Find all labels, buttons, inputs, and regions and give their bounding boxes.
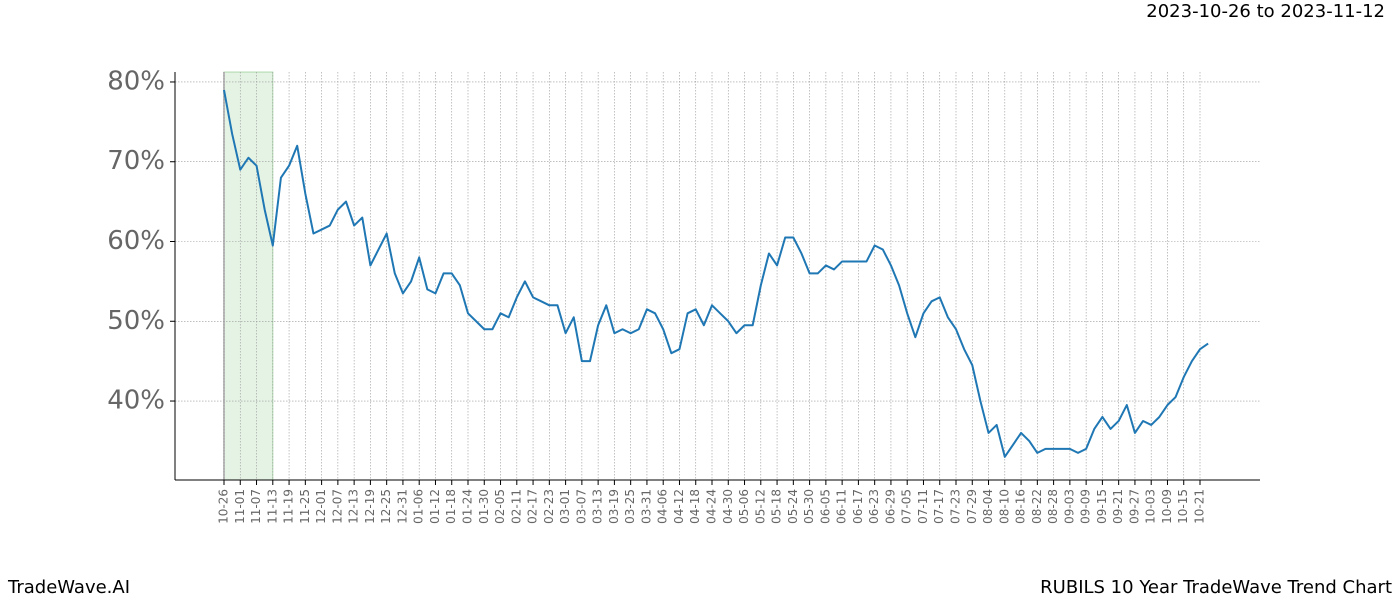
x-tick-label: 06-29 <box>883 489 897 524</box>
x-tick-label: 01-24 <box>461 489 475 524</box>
x-tick-label: 04-30 <box>721 489 735 524</box>
trend-line <box>223 89 1209 458</box>
x-tick-label: 03-13 <box>591 489 605 524</box>
x-tick-label: 12-07 <box>330 489 344 524</box>
x-tick-label: 06-11 <box>835 489 849 524</box>
x-tick-label: 08-10 <box>997 489 1011 524</box>
x-tick-label: 12-19 <box>363 489 377 524</box>
y-tick-label: 60% <box>107 226 165 256</box>
x-tick-label: 12-13 <box>347 489 361 524</box>
x-tick-label: 07-29 <box>965 489 979 524</box>
x-tick-label: 02-05 <box>493 489 507 524</box>
x-tick-label: 01-30 <box>477 489 491 524</box>
x-tick-label: 10-26 <box>217 489 231 524</box>
x-tick-label: 07-17 <box>932 489 946 524</box>
y-tick-label: 50% <box>107 306 165 336</box>
x-tick-label: 11-07 <box>249 489 263 524</box>
x-tick-label: 09-27 <box>1127 489 1141 524</box>
brand: TradeWave.AI <box>7 577 130 598</box>
x-tick-label: 06-17 <box>851 489 865 524</box>
x-tick-label: 04-06 <box>656 489 670 524</box>
y-tick-label: 40% <box>107 386 165 416</box>
x-tick-label: 11-19 <box>282 489 296 524</box>
y-tick-label: 80% <box>107 66 165 96</box>
x-tick-label: 03-19 <box>607 489 621 524</box>
x-tick-label: 10-15 <box>1176 489 1190 524</box>
date-range: 2023-10-26 to 2023-11-12 <box>1146 1 1385 22</box>
x-tick-label: 09-21 <box>1111 489 1125 524</box>
x-tick-label: 01-12 <box>428 489 442 524</box>
x-tick-label: 12-31 <box>395 489 409 524</box>
x-tick-label: 11-25 <box>298 489 312 524</box>
x-tick-label: 07-05 <box>900 489 914 524</box>
x-tick-label: 08-04 <box>981 489 995 524</box>
x-tick-label: 04-12 <box>672 489 686 524</box>
x-tick-label: 02-23 <box>542 489 556 524</box>
x-tick-label: 11-13 <box>265 489 279 524</box>
x-tick-label: 01-18 <box>444 489 458 524</box>
x-tick-label: 09-15 <box>1095 489 1109 524</box>
highlight-span <box>223 71 274 481</box>
x-tick-label: 12-01 <box>314 489 328 524</box>
x-tick-label: 12-25 <box>379 489 393 524</box>
y-tick-label: 70% <box>107 146 165 176</box>
x-tick-label: 09-09 <box>1079 489 1093 524</box>
x-tick-label: 03-01 <box>558 489 572 524</box>
x-tick-label: 05-24 <box>786 489 800 524</box>
x-tick-label: 08-16 <box>1014 489 1028 524</box>
x-tick-label: 08-22 <box>1030 489 1044 524</box>
x-tick-label: 05-18 <box>770 489 784 524</box>
x-tick-label: 01-06 <box>412 489 426 524</box>
x-tick-label: 08-28 <box>1046 489 1060 524</box>
x-tick-label: 11-01 <box>233 489 247 524</box>
x-tick-label: 02-17 <box>526 489 540 524</box>
x-tick-label: 06-05 <box>818 489 832 524</box>
x-tick-label: 10-09 <box>1160 489 1174 524</box>
x-tick-label: 05-06 <box>737 489 751 524</box>
x-tick-label: 04-24 <box>705 489 719 524</box>
x-tick-label: 06-23 <box>867 489 881 524</box>
x-tick-label: 04-18 <box>688 489 702 524</box>
x-tick-label: 05-12 <box>753 489 767 524</box>
x-tick-label: 03-25 <box>623 489 637 524</box>
x-tick-label: 03-31 <box>639 489 653 524</box>
x-tick-label: 07-23 <box>949 489 963 524</box>
x-tick-label: 07-11 <box>916 489 930 524</box>
x-tick-label: 05-30 <box>802 489 816 524</box>
x-tick-label: 03-07 <box>574 489 588 524</box>
x-tick-label: 09-03 <box>1062 489 1076 524</box>
x-tick-label: 10-03 <box>1144 489 1158 524</box>
chart-title: RUBILS 10 Year TradeWave Trend Chart <box>1040 577 1392 598</box>
x-tick-label: 02-11 <box>509 489 523 524</box>
x-tick-label: 10-21 <box>1193 489 1207 524</box>
